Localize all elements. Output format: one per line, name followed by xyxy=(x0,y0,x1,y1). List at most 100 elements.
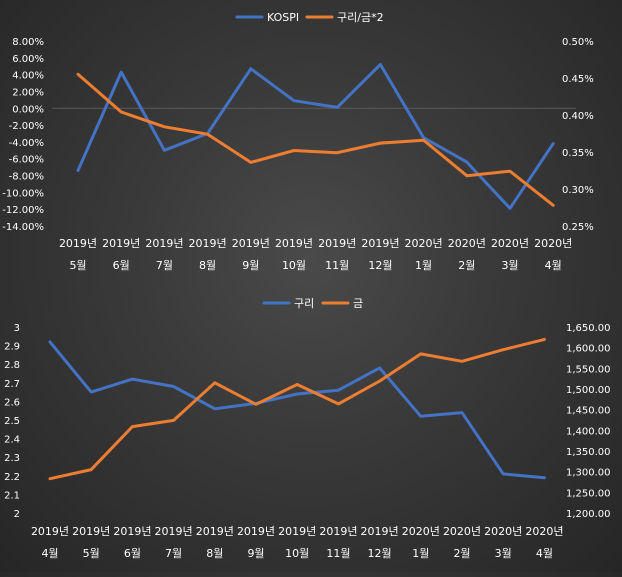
x-tick-year-label: 2020년 xyxy=(448,237,486,250)
data-point xyxy=(502,472,505,476)
data-point xyxy=(213,381,216,384)
data-point xyxy=(465,160,468,164)
x-tick-month-label: 10월 xyxy=(285,547,309,560)
data-point xyxy=(249,161,252,164)
series-line-2 xyxy=(76,72,555,207)
data-point xyxy=(337,402,340,406)
series-line-1 xyxy=(48,340,546,480)
data-point xyxy=(508,207,512,210)
x-tick-year-label: 2019년 xyxy=(113,525,151,538)
data-point xyxy=(543,476,546,479)
left-axis-tick-label: -14.00% xyxy=(2,222,44,233)
x-tick-year-label: 2019년 xyxy=(59,237,97,250)
data-point xyxy=(120,110,123,114)
right-axis-tick-label: 1,600.00 xyxy=(566,344,611,355)
x-tick-year-label: 2019년 xyxy=(319,525,357,538)
legend-item-2: 금 xyxy=(321,297,363,310)
left-axis-tick-label: 8.00% xyxy=(12,37,44,48)
x-tick-month-label: 9월 xyxy=(242,259,259,272)
x-tick-month-label: 7월 xyxy=(165,547,182,560)
left-axis-tick-label: -6.00% xyxy=(9,155,44,166)
data-point xyxy=(552,204,555,207)
right-axis-tick-label: 1,450.00 xyxy=(566,406,611,417)
left-axis-tick-label: -2.00% xyxy=(9,121,44,132)
x-tick-month-label: 9월 xyxy=(247,547,264,560)
x-tick-month-label: 8월 xyxy=(206,547,223,560)
data-point xyxy=(419,352,422,356)
x-tick-month-label: 4월 xyxy=(545,259,562,272)
right-axis-tick-label: 1,200.00 xyxy=(566,509,611,520)
data-point xyxy=(292,149,296,152)
data-point xyxy=(379,63,382,66)
x-tick-year-label: 2020년 xyxy=(405,237,443,250)
x-tick-month-label: 7월 xyxy=(156,259,173,272)
data-point xyxy=(552,142,555,145)
data-point xyxy=(48,477,52,480)
x-tick-month-label: 1월 xyxy=(412,547,429,560)
x-tick-year-label: 2020년 xyxy=(525,525,563,538)
x-tick-year-label: 2019년 xyxy=(278,525,316,538)
data-point xyxy=(419,415,422,418)
left-axis-tick-label: 3 xyxy=(14,323,20,334)
left-axis-tick-label: 2.3 xyxy=(4,453,20,464)
left-axis-tick-label: 0.00% xyxy=(12,104,44,115)
x-tick-month-label: 4월 xyxy=(41,547,58,560)
x-tick-month-label: 2월 xyxy=(458,259,475,272)
right-axis-tick-label: 0.40% xyxy=(562,111,594,122)
data-point xyxy=(172,385,175,388)
left-axis-tick-label: -8.00% xyxy=(9,172,44,183)
right-axis-tick-label: 1,300.00 xyxy=(566,468,611,479)
x-tick-year-label: 2019년 xyxy=(155,525,193,538)
data-point xyxy=(378,366,381,370)
left-axis-tick-label: 2.7 xyxy=(4,379,20,390)
chart-2: 구리 금 3 2.9 2.8 2.7 2.6 2.5 2.4 2.3 2.2 2.1 2 1,650.00… xyxy=(4,297,610,560)
right-axis-tick-label: 0.50% xyxy=(562,37,594,48)
series-line-2 xyxy=(48,337,546,481)
x-tick-year-label: 2019년 xyxy=(237,525,275,538)
data-point xyxy=(508,170,512,173)
data-point xyxy=(460,411,464,414)
left-axis-tick-label: -12.00% xyxy=(2,205,44,216)
x-tick-year-label: 2019년 xyxy=(275,237,313,250)
x-tick-month-label: 3월 xyxy=(495,547,512,560)
left-axis-tick-label: 2.00% xyxy=(12,87,44,98)
left-axis-tick-label: 2.8 xyxy=(4,360,20,371)
right-axis-tick-label: 0.45% xyxy=(562,74,594,85)
x-tick-month-label: 6월 xyxy=(124,547,141,560)
x-tick-year-label: 2020년 xyxy=(402,525,440,538)
data-point xyxy=(213,407,216,411)
x-tick-year-label: 2019년 xyxy=(196,525,234,538)
right-axis-tick-label: 1,350.00 xyxy=(566,447,611,458)
x-tick-year-label: 2019년 xyxy=(102,237,140,250)
data-point xyxy=(296,392,299,396)
x-tick-month-label: 8월 xyxy=(199,259,216,272)
left-axis-tick-label: 4.00% xyxy=(12,71,44,82)
x-tick-year-label: 2019년 xyxy=(189,237,227,250)
x-tick-month-label: 10월 xyxy=(282,259,306,272)
x-tick-month-label: 1월 xyxy=(415,259,432,272)
legend-label: 구리 xyxy=(294,297,314,310)
data-point xyxy=(206,133,209,136)
data-point xyxy=(336,151,339,154)
data-point xyxy=(131,425,134,428)
data-point xyxy=(378,379,381,383)
x-tick-year-label: 2020년 xyxy=(491,237,529,250)
x-tick-month-label: 12월 xyxy=(368,259,392,272)
data-point xyxy=(502,348,505,351)
data-point xyxy=(465,174,468,177)
legend-label: 구리/금*2 xyxy=(337,11,384,24)
right-axis-tick-label: 1,550.00 xyxy=(566,364,611,375)
data-point xyxy=(337,389,340,392)
left-axis-tick-label: -10.00% xyxy=(2,188,44,199)
x-tick-month-label: 12월 xyxy=(368,547,392,560)
data-point xyxy=(131,377,134,381)
x-tick-year-label: 2020년 xyxy=(484,525,522,538)
right-axis-tick-label: 0.35% xyxy=(562,148,594,159)
x-tick-year-label: 2019년 xyxy=(318,237,356,250)
right-axis-tick-label: 1,650.00 xyxy=(566,323,611,334)
legend-item-1: 구리 xyxy=(262,297,314,310)
data-point xyxy=(292,99,296,102)
x-tick-year-label: 2019년 xyxy=(361,237,399,250)
x-tick-month-label: 6월 xyxy=(113,259,130,272)
